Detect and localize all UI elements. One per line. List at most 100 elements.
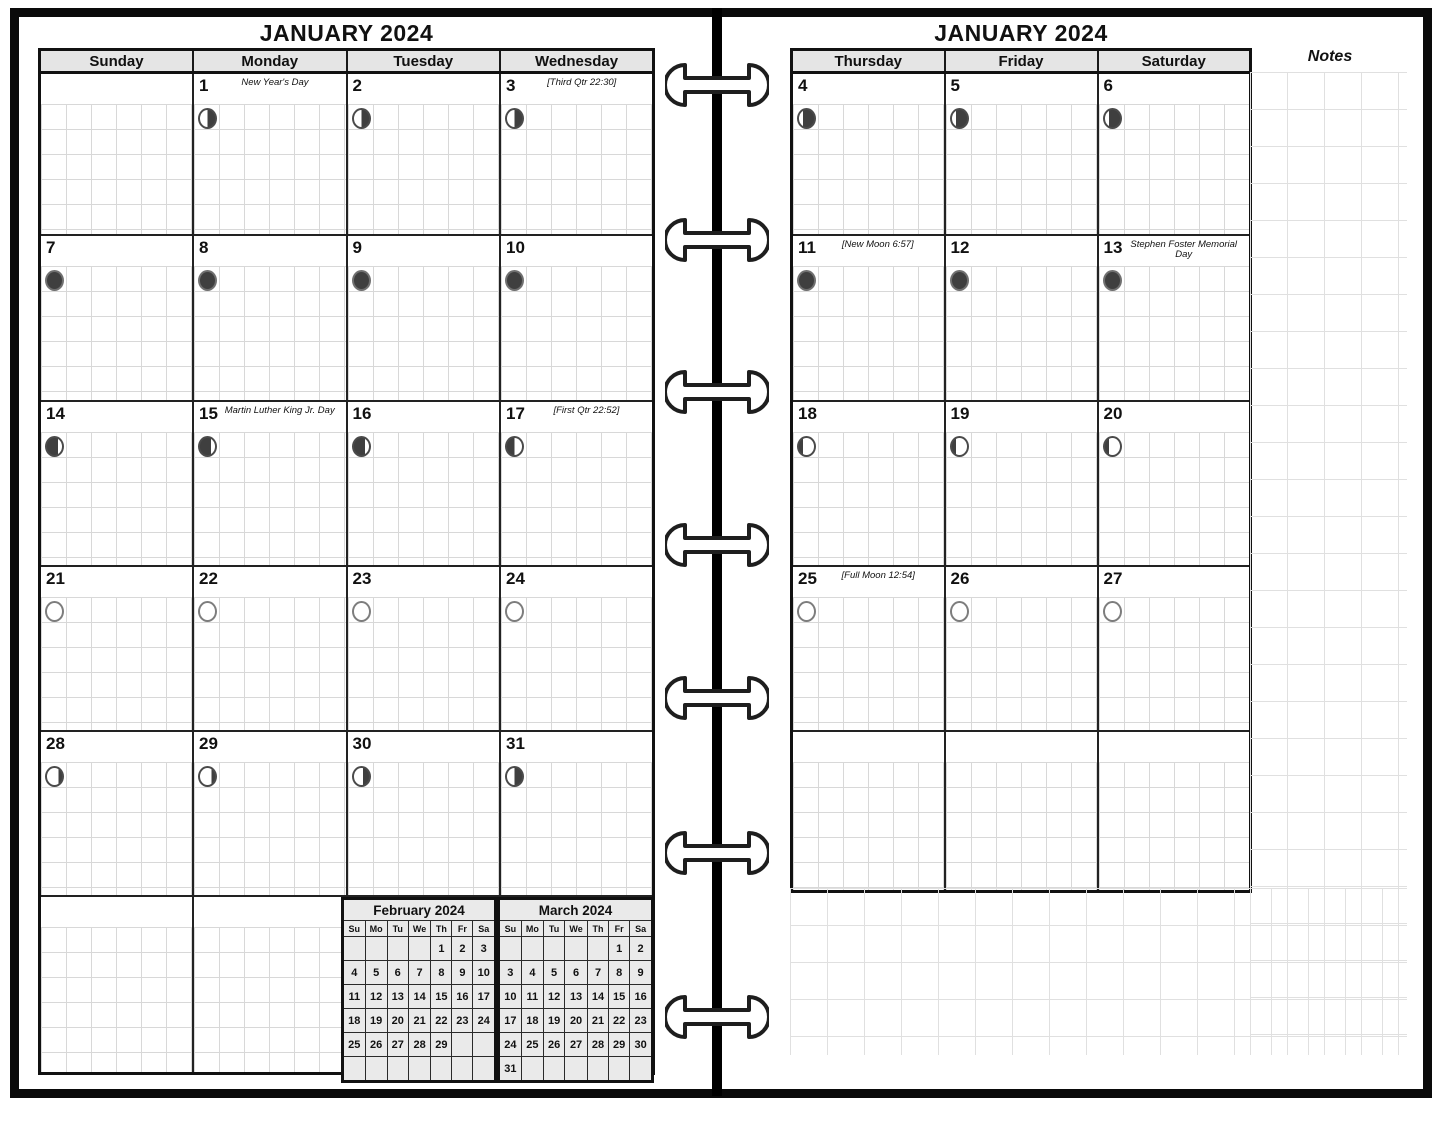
mini-day-header: Sa [629,920,653,937]
day-strip: 4 [793,74,944,104]
day-strip: 23 [347,567,499,597]
mini-day: 13 [386,984,409,1009]
mini-day: 17 [472,984,496,1009]
week-row: 28 29 30 31 [38,730,655,897]
week-row: 4 5 6 [790,71,1252,236]
day-cell: 30 [345,730,501,897]
day-writing-grid [793,104,944,234]
day-cell [1096,730,1252,893]
day-cell: 9 [345,234,501,402]
moon-icon-new [1102,270,1122,291]
day-writing-grid [347,597,499,730]
mini-day: 19 [364,1008,388,1033]
day-writing-grid [347,432,499,565]
mini-day: 9 [451,960,474,985]
day-cell: 22 [192,565,348,732]
day-note: [Third Qtr 22:30] [547,77,617,88]
day-strip: 31 [501,732,652,762]
day-cell: 5 [943,71,1099,236]
mini-day: 12 [364,984,388,1009]
moon-icon-waning-slight [45,766,64,787]
moon-icon-full [198,601,217,622]
day-number: 16 [352,404,372,423]
mini-day [498,936,522,961]
mini-day: 19 [543,1008,566,1033]
day-number: 6 [1103,76,1113,95]
moon-icon-full [1102,601,1122,622]
day-strip: 27 [1098,567,1249,597]
mini-day [364,936,388,961]
mini-day: 18 [342,1008,366,1033]
moon-icon-waxing-gibbous [797,436,816,457]
day-header: Monday [192,48,348,74]
mini-day: 6 [564,960,588,985]
day-number: 23 [352,569,372,588]
moon-icon-waxing-crescent [45,436,64,457]
day-cell: 1 New Year's Day [192,71,348,236]
day-strip: 21 [41,567,192,597]
day-writing-grid [194,927,346,1072]
day-number: 18 [798,404,817,423]
day-number: 9 [352,238,362,257]
mini-day: 12 [543,984,566,1009]
mini-day: 26 [364,1032,388,1057]
day-cell: 21 [38,565,194,732]
mini-day: 28 [586,1032,610,1057]
day-strip: 1 New Year's Day [194,74,346,104]
day-cell: 10 [499,234,655,402]
mini-day-header: Fr [608,920,631,937]
day-writing-grid [501,597,652,730]
mini-day: 17 [498,1008,522,1033]
mini-day [586,1056,610,1082]
mini-day [608,1056,631,1082]
mini-day: 5 [543,960,566,985]
mini-day: 29 [430,1032,453,1057]
left-page-title: JANUARY 2024 [259,20,434,46]
day-cell: 28 [38,730,194,897]
mini-day: 20 [564,1008,588,1033]
day-strip [1098,732,1249,762]
mini-day-header: Fr [451,920,474,937]
day-writing-grid [1098,597,1249,730]
moon-icon-new [45,270,64,291]
moon-icon-waning-crescent [1102,108,1122,129]
day-number: 31 [506,734,525,753]
mini-day: 15 [608,984,631,1009]
day-number: 1 [199,76,209,95]
mini-day: 3 [498,960,522,985]
mini-day: 30 [629,1032,653,1057]
day-number: 13 [1103,238,1123,257]
moon-icon-first-quarter [505,436,524,457]
mini-day: 8 [430,960,453,985]
day-writing-grid [41,104,192,234]
moon-icon-waning-gibbous [351,108,371,129]
right-month-grid: Thursday Friday Saturday 4 5 6 11 [New Moon 6:5… [790,48,1252,893]
week-row: 14 15 Martin Luther King Jr. Day 16 17 [First… [38,400,655,567]
day-number: 11 [798,238,816,257]
day-writing-grid [501,104,652,234]
day-cell: 4 [790,71,946,236]
mini-day [520,1056,545,1082]
binder-ring-icon [665,831,769,875]
week-row: 7 8 9 10 [38,234,655,402]
day-header: Tuesday [345,48,501,74]
day-writing-grid [41,597,192,730]
day-writing-grid [945,432,1097,565]
day-strip: 9 [347,236,499,266]
moon-icon-waxing-crescent [351,436,371,457]
week-row: 11 [New Moon 6:57] 12 13 Stephen Foster Memo… [790,234,1252,402]
mini-day: 7 [407,960,432,985]
day-strip [41,74,192,104]
mini-day: 16 [629,984,653,1009]
day-cell: 2 [345,71,501,236]
day-strip: 22 [194,567,346,597]
mini-day-header: Th [430,920,453,937]
day-number: 8 [199,238,209,257]
day-writing-grid [945,104,1097,234]
day-cell: 17 [First Qtr 22:52] [499,400,655,567]
moon-icon-waning-crescent [949,108,969,129]
moon-icon-waning-gibbous [505,766,524,787]
mini-day: 23 [629,1008,653,1033]
mini-day: 1 [608,936,631,961]
mini-day: 22 [430,1008,453,1033]
